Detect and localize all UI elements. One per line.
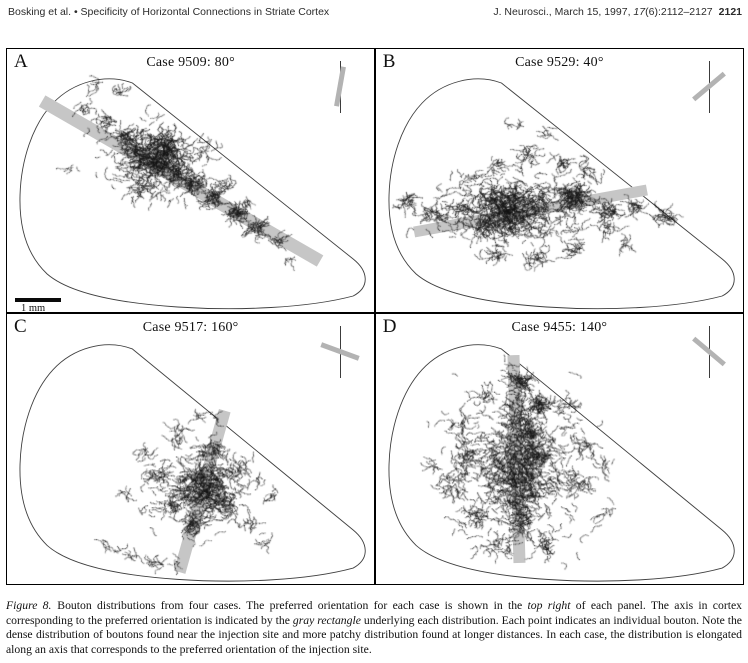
volume-number: 17 xyxy=(633,6,646,18)
orientation-indicator xyxy=(685,324,733,380)
figure-8-grid: A Case 9509: 80° 1 mm B Case 9529: 40° xyxy=(6,48,744,585)
figure-panel-a: A Case 9509: 80° 1 mm xyxy=(7,49,375,312)
scale-bar: 1 mm xyxy=(15,298,75,312)
scale-bar-label: 1 mm xyxy=(21,303,46,312)
page-number: 2121 xyxy=(718,6,742,18)
figure-caption: Figure 8. Bouton distributions from four… xyxy=(6,599,742,657)
running-head-left: Bosking et al. • Specificity of Horizont… xyxy=(8,6,330,18)
figure-panel-b: B Case 9529: 40° xyxy=(375,49,743,312)
running-head-right: J. Neurosci., March 15, 1997, 17(6):2112… xyxy=(493,6,742,18)
case-label: Case 9455: 140° xyxy=(511,319,608,335)
scale-bar-line xyxy=(15,298,61,302)
panel-letter: B xyxy=(382,51,396,72)
running-head: Bosking et al. • Specificity of Horizont… xyxy=(8,6,742,18)
bouton-scatter-canvas xyxy=(375,49,743,312)
panel-letter: D xyxy=(382,315,397,337)
figure-panel-d: D Case 9455: 140° xyxy=(375,313,743,584)
panel-letter: C xyxy=(14,315,27,337)
panel-letter: A xyxy=(14,51,28,72)
orientation-indicator xyxy=(316,59,364,115)
bouton-scatter-canvas xyxy=(375,313,743,584)
figure-panel-c: C Case 9517: 160° xyxy=(7,313,375,584)
case-label: Case 9529: 40° xyxy=(515,55,604,70)
bouton-scatter-canvas xyxy=(7,313,375,584)
orientation-indicator xyxy=(685,59,733,115)
case-label: Case 9517: 160° xyxy=(142,319,239,335)
bouton-scatter-canvas xyxy=(7,49,375,312)
case-label: Case 9509: 80° xyxy=(146,55,235,70)
orientation-indicator xyxy=(316,324,364,380)
